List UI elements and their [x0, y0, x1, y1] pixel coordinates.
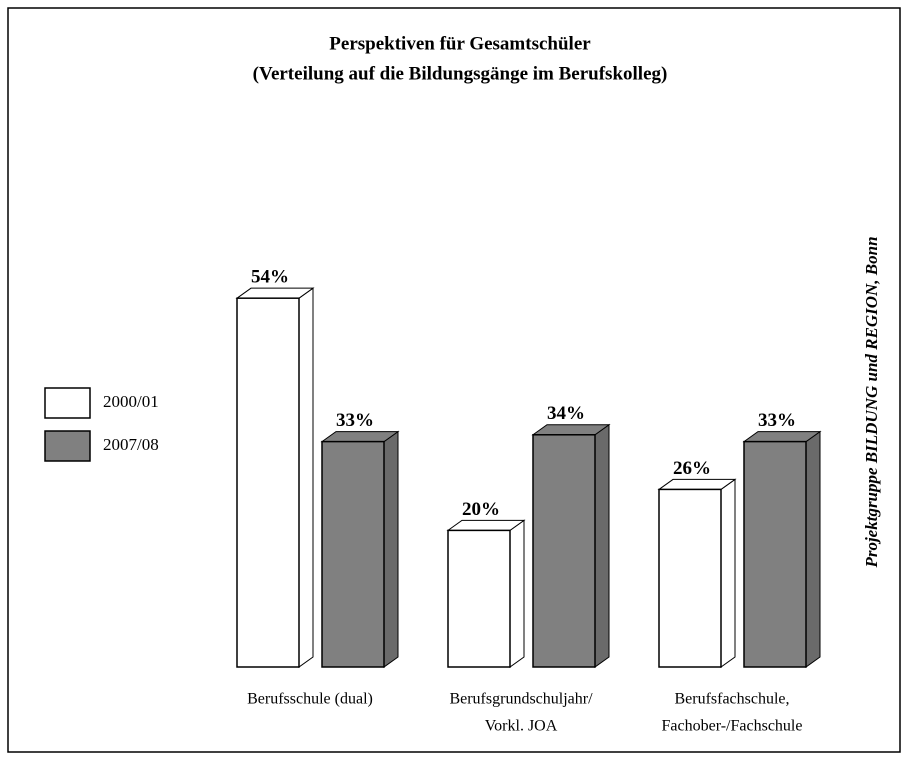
bar-side [720, 478, 736, 668]
bar [657, 478, 737, 668]
chart-title: Perspektiven für Gesamtschüler [329, 33, 591, 54]
bar [320, 430, 400, 668]
x-tick-label: Fachober-/Fachschule [662, 718, 803, 735]
bar [446, 519, 526, 668]
legend-label: 2000/01 [103, 392, 159, 411]
x-tick-label: Berufsgrundschuljahr/ [449, 691, 593, 708]
bar-side [594, 423, 610, 668]
bar-top [531, 424, 611, 436]
frame [7, 7, 901, 753]
side-note: Projektgruppe BILDUNG und REGION, Bonn [862, 236, 881, 568]
bar-top [446, 519, 526, 531]
bar-front [321, 440, 385, 668]
legend-label: 2007/08 [103, 435, 159, 454]
x-tick-label: Berufsschule (dual) [247, 691, 373, 708]
bar-top [742, 431, 822, 443]
bar-top [235, 287, 315, 299]
bar-top [320, 431, 400, 443]
bar-front [236, 297, 300, 668]
value-label: 20% [462, 499, 500, 520]
bar-front [658, 488, 722, 668]
chart-subtitle: (Verteilung auf die Bildungsgänge im Ber… [253, 63, 668, 84]
value-label: 54% [251, 267, 289, 288]
bar-side [805, 430, 821, 668]
value-label: 34% [547, 403, 585, 424]
x-tick-label: Berufsfachschule, [674, 691, 789, 708]
bar-side [298, 287, 314, 668]
bar-top [657, 478, 737, 490]
bar-side [383, 430, 399, 668]
legend-swatch [44, 387, 91, 419]
bar [235, 287, 315, 668]
legend-swatch [44, 430, 91, 462]
value-label: 26% [673, 458, 711, 479]
bar-side [509, 519, 525, 668]
bar-front [447, 529, 511, 668]
value-label: 33% [336, 410, 374, 431]
bar-front [532, 434, 596, 668]
bar-front [743, 440, 807, 668]
bar [742, 430, 822, 668]
x-tick-label: Vorkl. JOA [485, 718, 558, 735]
value-label: 33% [758, 410, 796, 431]
bar [531, 423, 611, 668]
